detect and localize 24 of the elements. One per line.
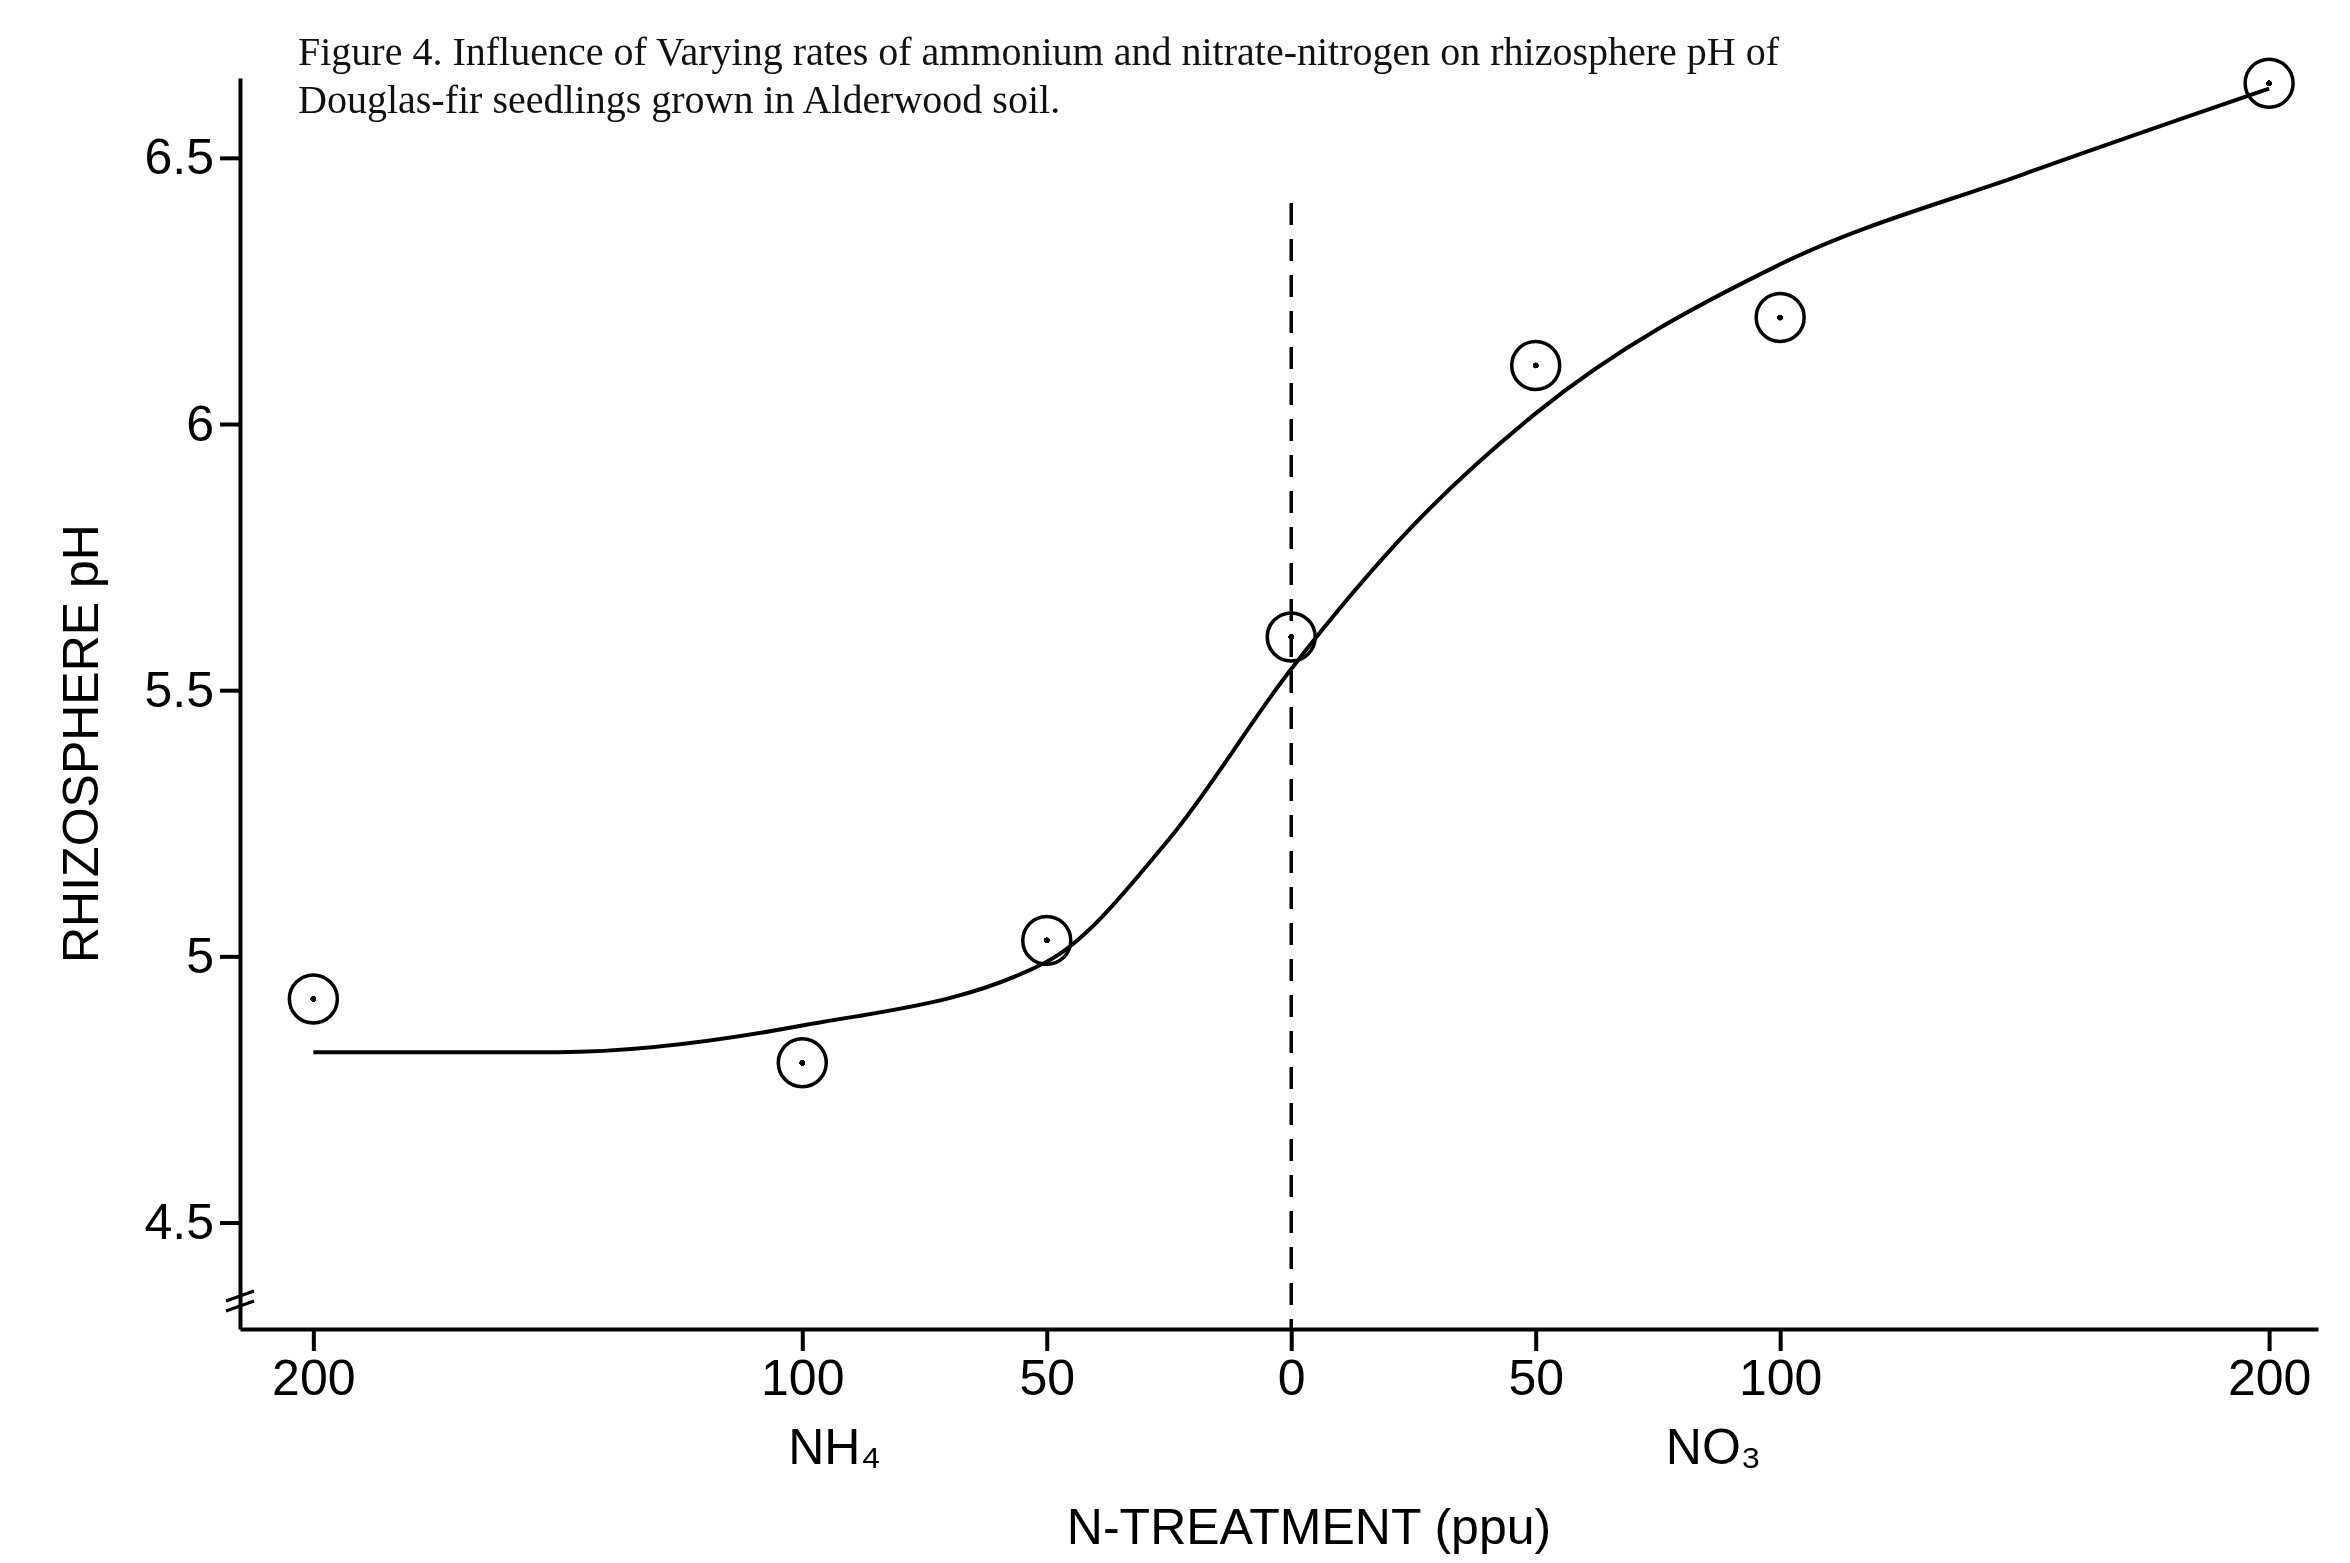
text: NH₄ [788,1419,881,1475]
text: NO₃ [1665,1419,1762,1475]
y-tick-label: 6 [186,395,214,452]
x-tick-label: 100 [1738,1349,1823,1406]
y-tick-label: 5 [186,927,214,984]
point [1509,339,1562,392]
point [2243,57,2295,110]
point [287,973,340,1025]
chart-title: Figure 4. Influence of Varying rates of ammonium and nitrate-nitrogen on rhizosphere pH of Douglas-fir seedlings grown in Alderwood soil. [298,28,1781,124]
y-tick-label: 5.5 [144,661,214,718]
x-tick-label: 50 [1019,1349,1076,1406]
point [1754,291,1806,344]
point [776,1037,829,1089]
x-tick-label: 200 [2227,1349,2312,1406]
x-tick-label: 50 [1508,1349,1565,1406]
y-tick-label: 4.5 [144,1194,214,1251]
x-tick-label: 100 [761,1349,845,1406]
x-axis-title: N-TREATMENT (ppu) [1066,1499,1552,1555]
y-axis-title: RHIZOSPHERE pH [53,524,109,963]
y-tick-label: 6.5 [144,129,214,186]
x-tick-label: 0 [1277,1349,1306,1406]
point [1021,914,1073,967]
point [1265,611,1317,663]
x-tick-label: 200 [272,1349,356,1406]
